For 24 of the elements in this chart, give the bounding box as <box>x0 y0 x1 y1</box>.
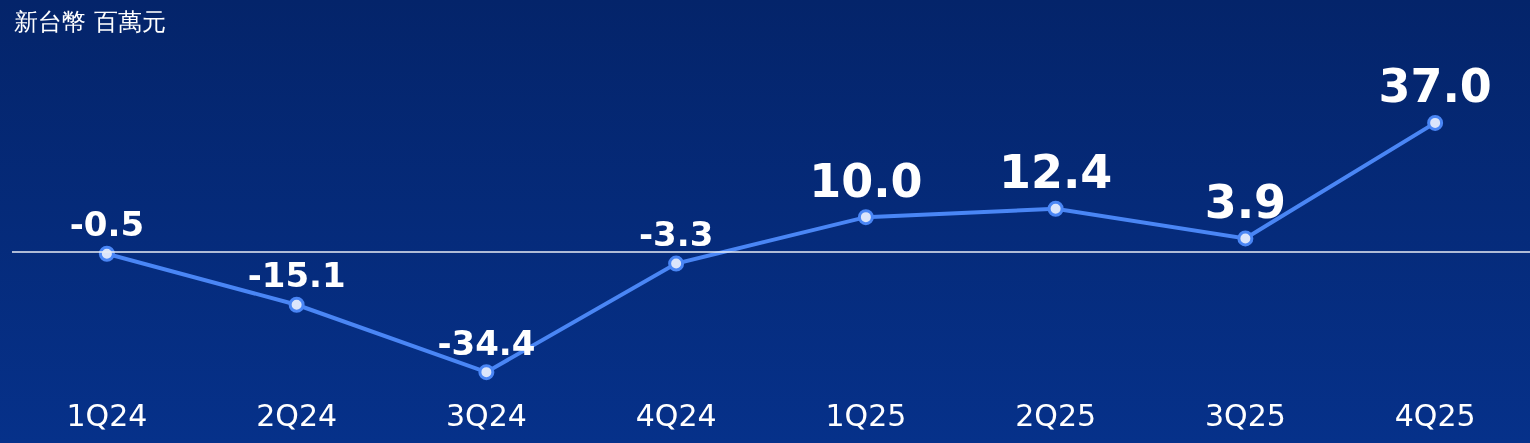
x-tick-label: 3Q25 <box>1204 398 1286 433</box>
data-label: 37.0 <box>1378 59 1492 114</box>
point <box>288 296 305 313</box>
x-tick-label: 4Q24 <box>635 398 717 433</box>
data-label: -34.4 <box>437 322 536 363</box>
x-tick-label: 3Q24 <box>445 398 527 433</box>
data-label: 12.4 <box>998 145 1113 200</box>
data-label: -3.3 <box>638 213 714 254</box>
data-label: 10.0 <box>809 153 923 208</box>
x-tick-label: 1Q25 <box>825 398 907 433</box>
data-label: -0.5 <box>69 204 145 245</box>
point <box>668 255 685 272</box>
x-tick-label: 4Q25 <box>1394 398 1476 433</box>
point <box>1237 230 1254 247</box>
point <box>857 209 874 226</box>
x-tick-label: 2Q24 <box>256 398 338 433</box>
x-tick-label: 1Q24 <box>66 398 148 433</box>
data-label: 3.9 <box>1204 174 1287 229</box>
point <box>1047 200 1064 217</box>
point <box>1427 114 1444 131</box>
data-label: -15.1 <box>247 255 346 296</box>
point <box>478 364 495 381</box>
x-tick-label: 2Q25 <box>1015 398 1097 433</box>
y-axis-title: 新台幣 百萬元 <box>14 8 166 36</box>
